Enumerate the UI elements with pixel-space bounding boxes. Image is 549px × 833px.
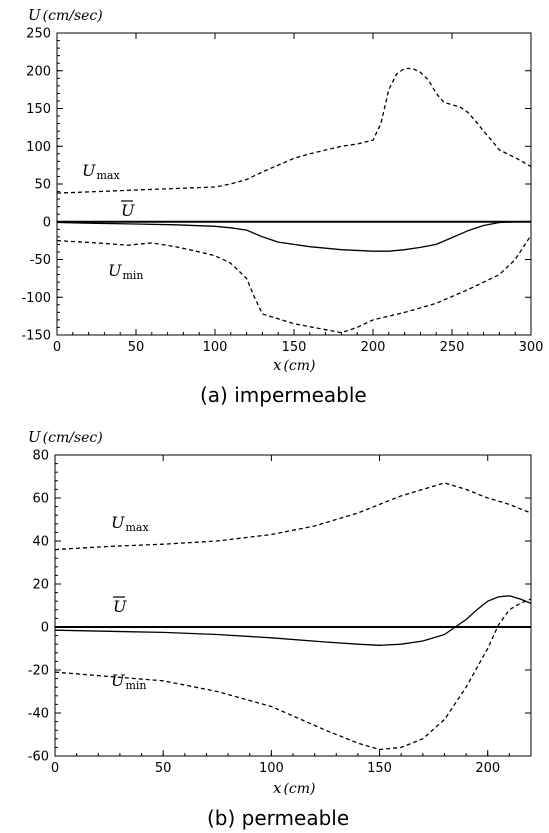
x-axis-label: x (cm) [273,356,316,374]
plot-area: 0 50 100 150 200 -60 -40 -20 0 20 40 60 80 Umax U Umin [28,449,532,776]
series-label-u-min: Umin [108,261,144,282]
y-tick-label: 0 [41,621,49,636]
y-tick-label: 50 [34,178,51,193]
caption: (a) impermeable [200,383,367,407]
caption: (b) permeable [207,806,349,830]
y-tick-label: 40 [32,535,49,550]
x-tick-label: 100 [203,340,228,355]
x-tick-label: 200 [475,761,500,776]
series-label-u-bar: U [113,597,127,616]
series-line-u-min [54,598,532,751]
x-tick-label: 0 [51,761,59,776]
series-line-u-max [56,67,532,194]
x-tick-label: 150 [282,340,307,355]
y-tick-label: -100 [21,291,51,306]
y-tick-label: 60 [32,492,49,507]
y-tick-label: 80 [32,449,49,464]
y-tick-label: -50 [30,253,51,268]
x-tick-label: 250 [440,340,465,355]
x-tick-label: 50 [155,761,172,776]
y-tick-label: -150 [21,329,51,344]
y-axis-label: U (cm/sec) [28,6,103,24]
x-tick-label: 0 [53,340,61,355]
x-tick-label: 50 [128,340,145,355]
series-line-u-mean-curve [56,221,531,252]
plot-frame [56,32,532,336]
y-tick-label: 20 [32,578,49,593]
series-line-u-min [56,234,532,334]
chart-impermeable: U (cm/sec) 0 50 100 150 200 250 300-150-100-500… [21,6,543,407]
chart-permeable: U (cm/sec) 0 50 100 150 200 -60 -40 -20 0 20 40 60 80… [28,428,532,830]
series-line-u-max [54,482,532,551]
y-tick-label: -20 [28,664,49,679]
y-tick-label: 100 [26,140,51,155]
series-label-u-max: Umax [111,513,149,534]
y-tick-label: 250 [26,27,51,42]
plot-area: 0 50 100 150 200 250 300 -150 -100 -50 0 50 100 150 20… [21,27,543,356]
y-axis-label: U (cm/sec) [28,428,103,446]
series-label-u-max: Umax [82,161,120,182]
y-tick-label: 200 [26,64,51,79]
x-tick-label: 300 [519,340,544,355]
y-tick-label: -40 [28,707,49,722]
x-tick-label: 150 [367,761,392,776]
x-axis-label: x (cm) [273,779,316,797]
x-tick-label: 200 [361,340,386,355]
series-label-u-bar: U [121,201,135,220]
y-tick-label: 0 [43,215,51,230]
series-line-u-mean-curve [54,595,532,646]
x-tick-label: 100 [259,761,284,776]
y-tick-label: -60 [28,750,49,765]
series-label-u-min: Umin [111,671,147,692]
y-tick-label: 150 [26,102,51,117]
